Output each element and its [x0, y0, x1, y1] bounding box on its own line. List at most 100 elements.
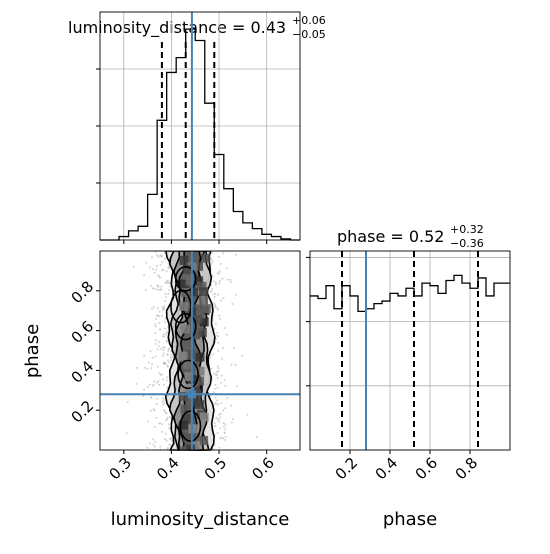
sample-point	[213, 280, 216, 283]
sample-point	[167, 359, 170, 362]
x-tick-label: 0.4	[372, 454, 402, 484]
sample-point	[154, 325, 157, 328]
density-cell	[179, 255, 189, 265]
sample-point	[215, 416, 218, 419]
sample-point	[169, 356, 172, 359]
sample-point	[167, 262, 170, 265]
sample-point	[161, 355, 164, 357]
sample-point	[211, 260, 214, 263]
sample-point	[165, 379, 168, 382]
sample-point	[154, 323, 157, 326]
density-cell	[201, 253, 211, 263]
sample-point	[165, 270, 168, 273]
sample-point	[156, 365, 159, 368]
density-cell	[195, 366, 205, 376]
sample-point	[241, 354, 244, 357]
x-tick-label: 0.3	[105, 454, 135, 484]
sample-point	[168, 427, 171, 430]
sample-point	[163, 402, 166, 405]
sample-point	[162, 333, 165, 336]
sample-point	[168, 361, 171, 364]
sample-point	[162, 399, 165, 402]
title-luminosity-distance: luminosity_distance = 0.43	[68, 18, 286, 38]
sample-point	[169, 438, 172, 441]
sample-point	[168, 416, 171, 419]
sample-point	[231, 302, 234, 305]
sample-point	[156, 381, 159, 384]
sample-point	[230, 363, 233, 366]
sample-point	[214, 322, 217, 325]
density-cell	[195, 309, 205, 319]
sample-point	[223, 379, 226, 382]
sample-point	[147, 420, 150, 423]
sample-point	[159, 445, 162, 448]
sample-point	[154, 342, 157, 345]
sample-point	[217, 293, 220, 296]
sample-point	[211, 252, 213, 255]
sample-point	[164, 321, 167, 323]
sample-point	[213, 303, 216, 306]
sample-point	[222, 297, 225, 299]
sample-point	[163, 383, 165, 386]
sample-point	[226, 397, 229, 399]
sample-point	[161, 378, 164, 381]
y-tick-label: 0.6	[68, 317, 98, 347]
sample-point	[219, 317, 222, 320]
sample-point	[214, 292, 217, 295]
sample-point	[153, 445, 156, 448]
sample-point	[235, 385, 238, 388]
sample-point	[212, 353, 215, 356]
sample-point	[230, 404, 233, 407]
sample-point	[132, 265, 135, 268]
sample-point	[161, 260, 163, 263]
sample-point	[222, 422, 225, 425]
sample-point	[144, 288, 147, 291]
sample-point	[165, 412, 168, 415]
sample-point	[235, 293, 238, 296]
sample-point	[154, 332, 157, 335]
sample-point	[219, 427, 222, 430]
sample-point	[158, 310, 161, 313]
sample-point	[152, 305, 155, 308]
sample-point	[165, 282, 168, 285]
sample-point	[152, 443, 155, 446]
sample-point	[164, 438, 167, 441]
sample-point	[146, 367, 149, 370]
ylabel-phase: phase	[22, 324, 43, 378]
histogram-phase	[306, 250, 511, 451]
sample-point	[218, 270, 221, 273]
sample-point	[157, 345, 160, 348]
sample-point	[162, 349, 165, 352]
sample-point	[163, 305, 165, 308]
sample-point	[218, 282, 221, 285]
density-contour	[179, 410, 202, 442]
density-cell	[199, 317, 209, 327]
sample-point	[153, 380, 156, 383]
sample-point	[160, 347, 162, 350]
sample-point	[170, 359, 173, 362]
x-tick-label: 0.2	[332, 454, 362, 484]
sample-point	[162, 362, 165, 365]
sample-point	[159, 329, 162, 331]
sample-point	[165, 439, 168, 442]
density-cell	[201, 303, 211, 313]
sample-point	[225, 333, 228, 336]
axis-overlays: 0.3 0.4 0.5 0.6 0.2 0.4 0.6 0.8 0.2 0.4 0.6 0.8	[68, 250, 481, 484]
sample-point	[216, 399, 218, 402]
title-luminosity-distance-plus: +0.06	[292, 14, 326, 27]
sample-point	[161, 430, 163, 433]
sample-point	[222, 252, 225, 255]
sample-point	[209, 291, 212, 293]
sample-point	[220, 357, 223, 360]
sample-point	[143, 354, 146, 357]
sample-point	[157, 380, 160, 383]
sample-point	[162, 268, 164, 271]
density-cell	[182, 360, 192, 370]
sample-point	[216, 331, 219, 334]
sample-point	[163, 409, 165, 412]
density-cell	[191, 397, 200, 407]
sample-point	[150, 367, 153, 370]
sample-point	[169, 443, 172, 446]
sample-point	[125, 432, 128, 435]
